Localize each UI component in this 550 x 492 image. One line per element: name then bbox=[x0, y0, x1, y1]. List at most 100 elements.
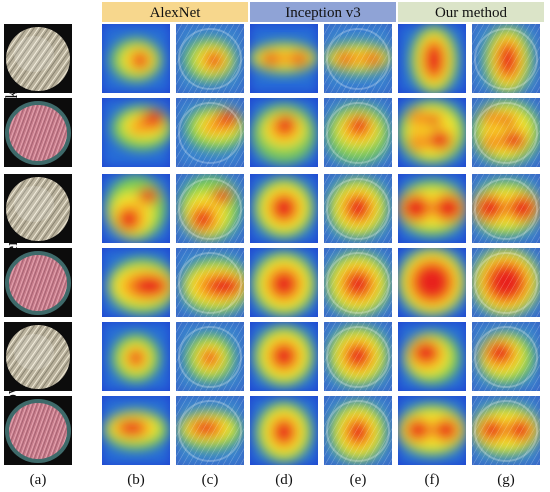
tile-content bbox=[398, 248, 466, 317]
tray-outline bbox=[326, 102, 390, 164]
heat-blob bbox=[144, 110, 164, 126]
tile-r2-overlay-g bbox=[472, 98, 540, 167]
tile-content bbox=[102, 322, 170, 391]
tray-outline bbox=[474, 400, 538, 462]
tray-outline bbox=[178, 252, 242, 314]
tile-r2-heatmap-d bbox=[250, 98, 318, 167]
leaf-texture-overlay bbox=[176, 98, 244, 167]
leaf-texture-overlay bbox=[472, 24, 540, 93]
tile-r5-overlay-g bbox=[472, 322, 540, 391]
heat-blobs bbox=[106, 176, 166, 240]
tray-outline bbox=[326, 178, 390, 240]
tile-content bbox=[472, 396, 540, 465]
tile-content bbox=[176, 174, 244, 243]
tile-content bbox=[176, 396, 244, 465]
tile-content bbox=[102, 24, 170, 93]
tile-content bbox=[398, 174, 466, 243]
header-label-2: Inception v3 bbox=[285, 5, 360, 21]
heat-blobs bbox=[254, 178, 314, 238]
heat-blobs bbox=[410, 26, 458, 93]
heat-blobs bbox=[110, 38, 162, 82]
tile-content bbox=[176, 24, 244, 93]
heat-blobs bbox=[398, 180, 466, 236]
tray-outline bbox=[178, 178, 242, 240]
tile-r5-photo-a bbox=[4, 322, 72, 391]
tile-r1-heatmap-b bbox=[102, 24, 170, 93]
heat-blob bbox=[274, 421, 294, 443]
header-band-2 bbox=[250, 2, 396, 22]
leaf-texture-overlay bbox=[324, 248, 392, 317]
heat-blobs bbox=[112, 334, 160, 382]
tile-content bbox=[250, 98, 318, 167]
tile-r4-heatmap-d bbox=[250, 248, 318, 317]
tile-r4-heatmap-b bbox=[102, 248, 170, 317]
tile-r1-photo-a bbox=[4, 24, 72, 93]
heat-blob bbox=[436, 420, 456, 440]
leaf-texture-overlay bbox=[324, 174, 392, 243]
tile-content bbox=[102, 248, 170, 317]
heat-blob bbox=[133, 54, 147, 68]
heat-blob bbox=[276, 53, 292, 63]
column-label-c: (c) bbox=[202, 472, 219, 488]
column-label-b: (b) bbox=[127, 472, 145, 488]
heat-blobs bbox=[256, 402, 312, 462]
heat-blob bbox=[272, 272, 296, 296]
heat-blobs bbox=[104, 410, 168, 450]
tile-r5-overlay-c bbox=[176, 322, 244, 391]
tile-content bbox=[472, 248, 540, 317]
heat-blobs bbox=[112, 106, 170, 150]
tray-outline bbox=[326, 400, 390, 462]
tile-content bbox=[102, 98, 170, 167]
tile-content bbox=[176, 322, 244, 391]
tea-leaves-tray bbox=[9, 403, 67, 459]
tile-content bbox=[4, 396, 72, 465]
tile-content bbox=[250, 322, 318, 391]
leaf-texture-overlay bbox=[324, 98, 392, 167]
tile-content bbox=[176, 98, 244, 167]
tile-content bbox=[250, 248, 318, 317]
tile-content bbox=[176, 248, 244, 317]
tile-content bbox=[250, 174, 318, 243]
leaf-texture-overlay bbox=[472, 322, 540, 391]
tile-r1-heatmap-d bbox=[250, 24, 318, 93]
column-label-e: (e) bbox=[350, 472, 367, 488]
header-band-1 bbox=[102, 2, 248, 22]
tray-outline bbox=[178, 28, 242, 90]
tile-r2-photo-a bbox=[4, 98, 72, 167]
tile-r6-overlay-e bbox=[324, 396, 392, 465]
tile-content bbox=[472, 174, 540, 243]
tile-content bbox=[4, 98, 72, 167]
tea-leaves-tray bbox=[6, 325, 70, 389]
tile-content bbox=[398, 98, 466, 167]
column-label-d: (d) bbox=[275, 472, 293, 488]
heat-blobs bbox=[252, 252, 316, 316]
tile-content bbox=[324, 248, 392, 317]
tray-highlight bbox=[14, 186, 54, 222]
tile-r6-heatmap-b bbox=[102, 396, 170, 465]
header-label-3: Our method bbox=[435, 5, 508, 21]
tile-r1-heatmap-f bbox=[398, 24, 466, 93]
heat-blob bbox=[134, 276, 166, 296]
tile-content bbox=[398, 396, 466, 465]
heat-blob bbox=[404, 196, 428, 220]
tile-r5-heatmap-d bbox=[250, 322, 318, 391]
tile-r3-heatmap-b bbox=[102, 174, 170, 243]
leaf-texture-overlay bbox=[324, 24, 392, 93]
heat-blob bbox=[263, 54, 277, 64]
tile-r6-heatmap-f bbox=[398, 396, 466, 465]
tile-r4-heatmap-f bbox=[398, 248, 466, 317]
tile-r6-photo-a bbox=[4, 396, 72, 465]
column-label-g: (g) bbox=[497, 472, 515, 488]
heat-blob bbox=[426, 114, 442, 126]
tile-content bbox=[4, 322, 72, 391]
tray-outline bbox=[474, 28, 538, 90]
tray-outline bbox=[178, 400, 242, 462]
tile-r4-overlay-e bbox=[324, 248, 392, 317]
heat-blob bbox=[436, 196, 460, 220]
tile-r2-heatmap-f bbox=[398, 98, 466, 167]
tile-r1-overlay-e bbox=[324, 24, 392, 93]
leaf-texture-overlay bbox=[176, 248, 244, 317]
tile-content bbox=[324, 322, 392, 391]
leaf-texture-overlay bbox=[324, 322, 392, 391]
